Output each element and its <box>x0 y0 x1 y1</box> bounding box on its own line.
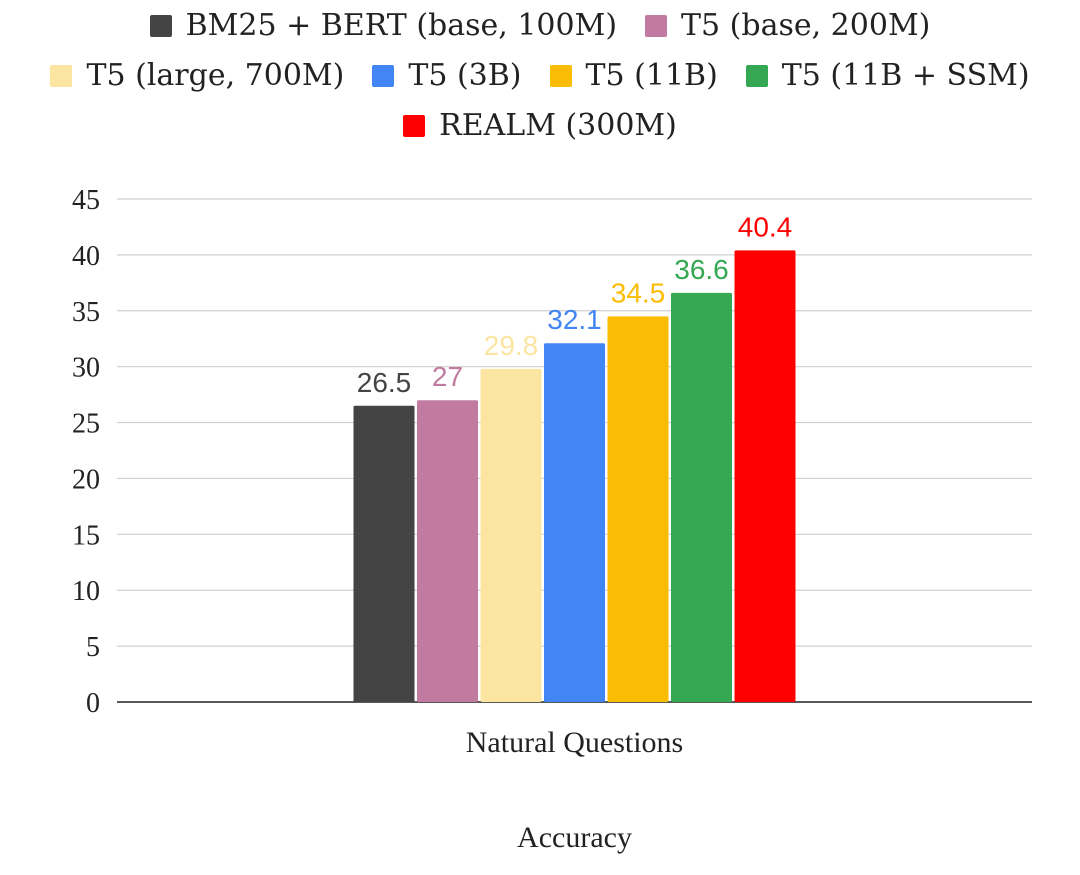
bar <box>480 368 542 702</box>
legend-row: BM25 + BERT (base, 100M) T5 (base, 200M) <box>0 8 1080 43</box>
bar <box>353 405 415 702</box>
y-tick-label: 0 <box>86 688 100 719</box>
y-tick-label: 25 <box>72 409 100 440</box>
legend-swatch <box>149 14 172 37</box>
legend-swatch <box>372 64 395 87</box>
legend-label: T5 (base, 200M) <box>681 8 931 43</box>
data-label: 27 <box>432 361 463 392</box>
bar <box>544 343 605 702</box>
legend-item: T5 (11B) <box>549 58 718 93</box>
data-label: 26.5 <box>357 367 412 398</box>
legend-swatch <box>645 14 668 37</box>
legend-item: BM25 + BERT (base, 100M) <box>149 8 618 43</box>
y-tick-label: 10 <box>72 576 100 607</box>
legend-item: T5 (large, 700M) <box>50 58 344 93</box>
legend-label: T5 (large, 700M) <box>86 58 345 93</box>
bar <box>671 292 732 702</box>
legend-swatch <box>745 64 768 87</box>
data-label: 29.8 <box>484 330 539 361</box>
legend-item: T5 (3B) <box>372 58 522 93</box>
y-tick-label: 5 <box>86 632 100 663</box>
y-tick-label: 15 <box>72 520 100 551</box>
x-axis-title: Accuracy <box>517 821 632 854</box>
y-tick-label: 45 <box>72 185 100 216</box>
y-tick-label: 20 <box>72 464 100 495</box>
legend-label: REALM (300M) <box>439 108 677 143</box>
y-tick-label: 35 <box>72 297 100 328</box>
legend-item: T5 (base, 200M) <box>645 8 930 43</box>
legend-item: REALM (300M) <box>403 108 677 143</box>
data-label: 36.6 <box>674 254 729 285</box>
legend-swatch <box>549 64 572 87</box>
legend-row: T5 (large, 700M) T5 (3B) T5 (11B) T5 (11B +… <box>0 58 1080 93</box>
legend-label: T5 (3B) <box>408 58 522 93</box>
legend-label: BM25 + BERT (base, 100M) <box>185 8 618 43</box>
bar <box>607 316 669 702</box>
data-label: 40.4 <box>738 211 793 242</box>
legend-swatch <box>50 64 73 87</box>
bar <box>734 250 796 702</box>
legend-swatch <box>403 114 426 137</box>
legend-label: T5 (11B) <box>585 58 718 93</box>
y-tick-label: 40 <box>72 241 100 272</box>
y-tick-label: 30 <box>72 353 100 384</box>
legend-row: REALM (300M) <box>0 108 1080 143</box>
x-category-label: Natural Questions <box>466 726 683 759</box>
bar <box>417 400 478 702</box>
data-label: 34.5 <box>611 277 666 308</box>
legend-label: T5 (11B + SSM) <box>781 58 1030 93</box>
legend-item: T5 (11B + SSM) <box>745 58 1030 93</box>
data-label: 32.1 <box>547 304 602 335</box>
